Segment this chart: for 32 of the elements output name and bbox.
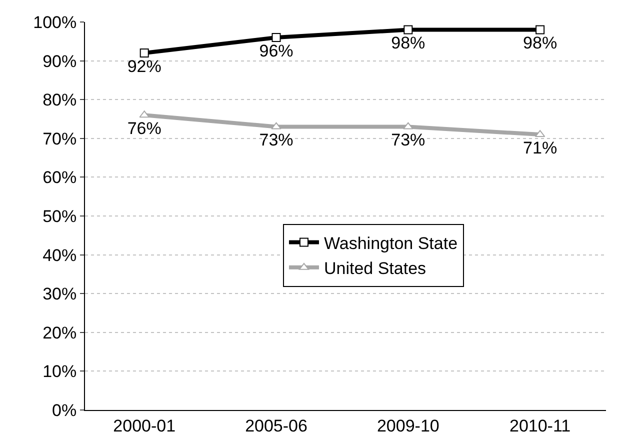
y-tick-label: 90% [42,52,77,71]
point [271,122,282,130]
point [403,122,414,130]
x-tick-label: 2000-01 [113,416,176,436]
point [404,25,413,34]
y-tick-label: 30% [42,284,77,304]
y-tick-label: 50% [42,206,77,226]
y-tick-label: 80% [42,90,77,110]
data-label: 73% [259,130,294,150]
legend-label: United States [324,259,426,278]
y-tick-label: 10% [42,362,77,382]
legend-label: Washington State [324,234,458,253]
data-label: 96% [259,41,294,60]
point [140,48,149,58]
data-label: 73% [391,130,426,150]
point [536,25,545,34]
y-tick-label: 0% [52,400,77,420]
y-tick-label: 60% [42,168,77,188]
data-label: 71% [523,138,558,158]
data-label: 76% [127,118,162,138]
y-tick-label: 20% [42,323,77,342]
y-tick-label: 40% [42,246,77,265]
y-tick-label: 100% [33,12,77,32]
data-label: 98% [523,34,558,53]
y-tick-label: 70% [42,129,77,148]
x-tick-label: 2009-10 [376,416,440,436]
point [139,110,150,118]
data-label: 98% [391,34,426,53]
data-label: 92% [127,56,162,76]
x-tick-label: 2010-11 [509,416,571,436]
x-tick-label: 2005-06 [245,416,308,436]
point [272,33,281,42]
